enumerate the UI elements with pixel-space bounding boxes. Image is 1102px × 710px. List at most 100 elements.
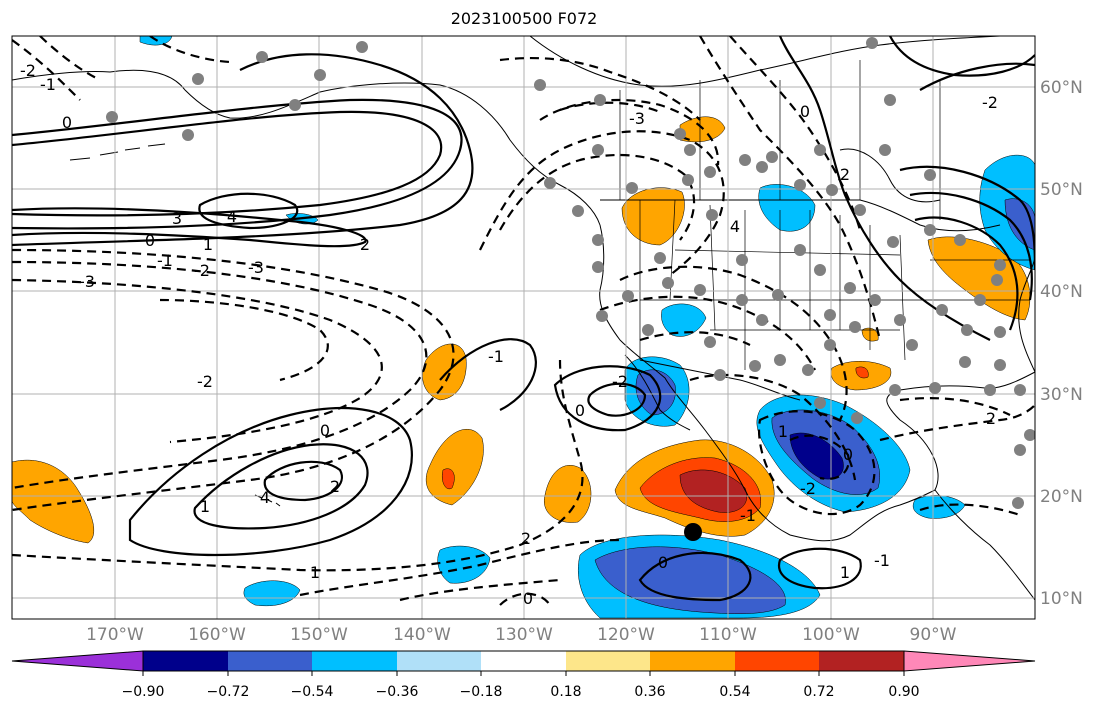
contour-line (729, 36, 862, 231)
contour-line (193, 443, 369, 530)
anomaly-positive (422, 343, 467, 401)
land-points (106, 37, 1035, 509)
contour-line (499, 153, 696, 241)
anomaly-negative-strong (635, 369, 676, 416)
positive-contours (12, 36, 1035, 602)
lat-label: 40°N (1040, 282, 1083, 302)
hudson-bay (839, 148, 941, 203)
contour-label: 1 (203, 235, 213, 254)
lat-label: 20°N (1040, 487, 1083, 507)
shaded-anomalies (12, 36, 1035, 619)
contour-line (39, 36, 101, 81)
contour-label: 4 (730, 217, 740, 236)
colorbar-segment (819, 651, 904, 671)
contour-label: 2 (986, 409, 996, 428)
contour-line (757, 410, 876, 516)
contour-label: 0 (145, 231, 155, 250)
colorbar-tick-label: −0.18 (460, 684, 503, 700)
lon-label: 120°W (597, 625, 655, 645)
contour-label: -1 (488, 347, 504, 366)
contour-line (12, 39, 81, 101)
contour-line (909, 191, 1033, 301)
colorbar: −0.90 −0.72 −0.54 −0.36 −0.18 0.18 0.36 … (11, 650, 1036, 700)
contour-label: -3 (248, 258, 264, 277)
contour-line (198, 192, 299, 230)
central-america (934, 489, 1035, 601)
contour-label: 0 (843, 445, 853, 464)
us-mexico-border (639, 359, 801, 401)
aleutians (69, 143, 166, 161)
anomaly-negative (437, 545, 491, 584)
contour-line (149, 36, 231, 64)
colorbar-tick-label: 0.90 (888, 684, 919, 700)
anomaly-positive-max (679, 469, 747, 513)
colorbar-tick-label: −0.36 (376, 684, 419, 700)
anomaly-negative (661, 303, 707, 337)
contour-line (899, 165, 1035, 271)
contour-line (599, 295, 816, 371)
colorbar-segment (481, 651, 566, 671)
contour-line (919, 503, 1021, 517)
contour-line (777, 547, 862, 590)
anomaly-negative (243, 580, 301, 606)
contour-label: 1 (310, 563, 320, 582)
contour-line (619, 265, 848, 421)
west-coast-us (599, 224, 791, 536)
colorbar-segment (650, 651, 735, 671)
alaska-coast (12, 69, 601, 226)
contour-line (439, 338, 537, 411)
contour-line (699, 36, 882, 341)
contour-label: 0 (320, 421, 330, 440)
contour-line (499, 592, 551, 606)
colorbar-segment (566, 651, 650, 671)
colorbar-tick-label: −0.90 (122, 684, 165, 700)
contour-line (12, 260, 428, 490)
contour-line (789, 434, 850, 480)
contour-line (914, 216, 1019, 331)
contour-label: 2 (521, 529, 531, 548)
contour-line (299, 538, 621, 597)
state-lines (639, 199, 1030, 370)
contour-label: -2 (20, 61, 36, 80)
contour-line (12, 207, 367, 248)
map-title: 2023100500 F072 (450, 9, 598, 28)
lon-label: 140°W (393, 625, 451, 645)
contour-label: -1 (740, 506, 756, 525)
contour-label: -2 (194, 261, 210, 280)
contour-line (638, 551, 752, 602)
contour-label: -2 (800, 479, 816, 498)
contour-label: 1 (200, 497, 210, 516)
contour-label: 0 (800, 102, 810, 121)
contour-label: -2 (982, 93, 998, 112)
contour-label: 4 (227, 207, 237, 226)
contour-label: 0 (658, 553, 668, 572)
contour-line (12, 248, 455, 512)
anomaly-negative-max (789, 432, 844, 480)
colorbar-high-extend (903, 650, 1036, 672)
lon-label: 150°W (290, 625, 348, 645)
colorbar-tick-label: 0.36 (634, 684, 665, 700)
contour-line (778, 36, 991, 341)
colorbar-tick-label: 0.54 (719, 684, 750, 700)
contour-line (263, 460, 343, 502)
contour-line (587, 382, 647, 417)
contour-line (499, 56, 701, 121)
contour-label: -3 (629, 109, 645, 128)
lon-label: 160°W (188, 625, 246, 645)
contour-line (159, 298, 329, 382)
canada-provinces (619, 60, 941, 220)
anomaly-positive (621, 187, 685, 246)
lon-label: 130°W (495, 625, 553, 645)
lat-label: 10°N (1040, 589, 1083, 609)
contour-line (889, 36, 1035, 77)
contour-label: -3 (79, 272, 95, 291)
lon-label: 90°W (910, 625, 957, 645)
contour-label: -1 (40, 75, 56, 94)
colorbar-tick-label: −0.72 (207, 684, 250, 700)
contour-line (12, 53, 474, 247)
contour-label: 1 (840, 563, 850, 582)
lon-label: 100°W (802, 625, 860, 645)
anomaly-positive (12, 459, 95, 544)
contour-label: 2 (840, 165, 850, 184)
lon-label: 170°W (86, 625, 144, 645)
